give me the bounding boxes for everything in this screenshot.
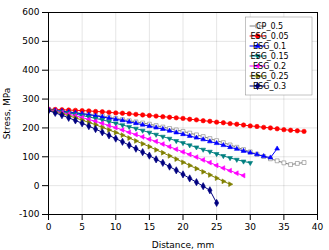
svg-text:15: 15 [144,222,155,232]
svg-text:-100: -100 [19,209,40,219]
svg-text:0: 0 [34,181,40,191]
svg-text:600: 600 [22,7,39,17]
svg-text:400: 400 [22,65,39,75]
svg-text:ESG_0.3: ESG_0.3 [253,82,286,91]
svg-text:10: 10 [110,222,122,232]
svg-text:ESG_0.25: ESG_0.25 [251,72,289,81]
svg-text:200: 200 [22,123,39,133]
svg-text:5: 5 [79,222,85,232]
svg-text:ESG_0.15: ESG_0.15 [251,52,289,61]
svg-text:ESG_0.05: ESG_0.05 [251,32,289,41]
svg-text:20: 20 [177,222,189,232]
svg-text:Distance, mm: Distance, mm [152,240,215,250]
svg-text:ESG_0.2: ESG_0.2 [253,62,286,71]
svg-text:ESG_0.1: ESG_0.1 [253,42,286,51]
svg-text:CP_0.5: CP_0.5 [256,22,283,31]
svg-text:100: 100 [22,152,39,162]
svg-text:25: 25 [211,222,222,232]
svg-text:30: 30 [245,222,257,232]
svg-text:Stress, MPa: Stress, MPa [2,88,12,140]
svg-text:0: 0 [46,222,52,232]
svg-text:35: 35 [278,222,289,232]
svg-text:300: 300 [22,94,39,104]
svg-text:40: 40 [312,222,324,232]
svg-text:500: 500 [22,36,39,46]
